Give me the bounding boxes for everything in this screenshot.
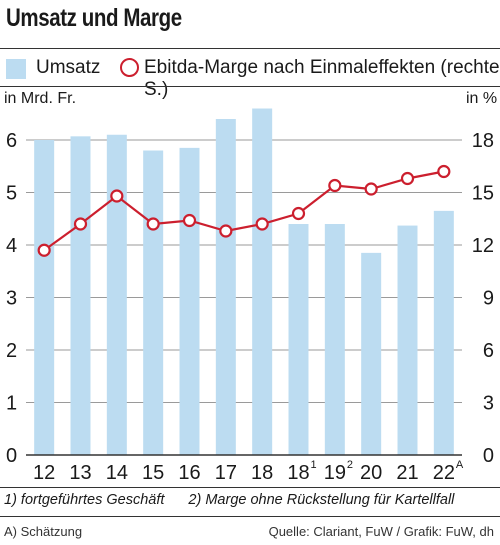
bar	[361, 252, 382, 455]
notes-rule-bottom	[0, 516, 500, 517]
footnote-2: 2) Marge ohne Rückstellung für Kartellfa…	[188, 492, 455, 508]
right-tick-label: 9	[483, 288, 494, 310]
legend-rule	[0, 86, 500, 87]
right-tick-label: 18	[472, 130, 494, 152]
bar	[179, 147, 200, 455]
source-credit: Quelle: Clariant, FuW / Grafik: FuW, dh	[268, 524, 494, 539]
bar	[252, 108, 273, 455]
right-tick-label: 15	[472, 183, 494, 205]
bar	[397, 225, 418, 455]
left-tick-label: 1	[6, 393, 17, 415]
x-tick-label: 14	[106, 462, 128, 484]
margin-point	[110, 189, 124, 203]
x-tick-label: 18	[287, 462, 309, 484]
left-tick-label: 5	[6, 183, 17, 205]
bar	[433, 210, 454, 455]
bar	[215, 119, 236, 455]
top-rule	[0, 48, 500, 49]
margin-point	[73, 217, 88, 231]
legend-bar-label: Umsatz	[36, 57, 101, 78]
x-tick-label: 12	[33, 462, 55, 484]
margin-point	[37, 243, 51, 257]
footnote-1: 1) fortgeführtes Geschäft	[4, 492, 165, 508]
left-tick-label: 6	[6, 130, 17, 152]
x-tick-label: 21	[396, 462, 418, 484]
left-tick-label: 0	[6, 445, 17, 467]
legend-bar-swatch	[6, 59, 26, 79]
x-tick-superscript: 2	[347, 459, 353, 471]
legend-line-marker	[120, 58, 139, 77]
x-tick-label: 15	[142, 462, 164, 484]
x-tick-label: 20	[360, 462, 382, 484]
x-tick-label: 19	[324, 462, 346, 484]
left-tick-label: 3	[6, 288, 17, 310]
left-axis-unit: in Mrd. Fr.	[4, 90, 77, 107]
margin-point	[364, 182, 378, 196]
right-axis-unit: in %	[466, 90, 498, 107]
chart-title: Umsatz und Marge	[6, 4, 182, 32]
left-tick-label: 2	[6, 340, 17, 362]
x-tick-label: 16	[178, 462, 200, 484]
legend: Umsatz Ebitda-Marge nach Einmaleffekten …	[0, 54, 500, 100]
bar	[106, 134, 127, 455]
x-tick-superscript: A	[456, 459, 464, 471]
x-tick-label: 13	[69, 462, 91, 484]
notes-rule-top	[0, 487, 500, 488]
margin-point	[437, 164, 451, 179]
margin-point	[146, 217, 160, 231]
legend-line-label: Ebitda-Marge nach Einmaleffekten (rechte…	[144, 57, 500, 100]
margin-point	[219, 224, 233, 238]
right-tick-label: 3	[483, 393, 494, 415]
left-tick-label: 4	[6, 235, 17, 257]
footnotes: 1) fortgeführtes Geschäft 2) Marge ohne …	[4, 492, 474, 508]
margin-point	[255, 217, 269, 231]
margin-point	[328, 178, 342, 193]
footer-left: A) Schätzung	[4, 524, 83, 539]
x-tick-label: 17	[215, 462, 237, 484]
right-tick-label: 6	[483, 340, 494, 362]
margin-point	[182, 213, 197, 228]
right-tick-label: 12	[472, 235, 494, 257]
margin-point	[400, 171, 415, 186]
margin-point	[291, 206, 306, 221]
right-tick-label: 0	[483, 445, 494, 467]
margin-line	[43, 170, 445, 252]
bar	[288, 224, 309, 455]
bar	[70, 136, 91, 455]
x-tick-superscript: 1	[311, 459, 317, 471]
bar	[34, 140, 55, 455]
bar	[324, 224, 345, 455]
bar	[143, 150, 164, 455]
x-tick-label: 22	[433, 462, 455, 484]
x-tick-label: 18	[251, 462, 273, 484]
